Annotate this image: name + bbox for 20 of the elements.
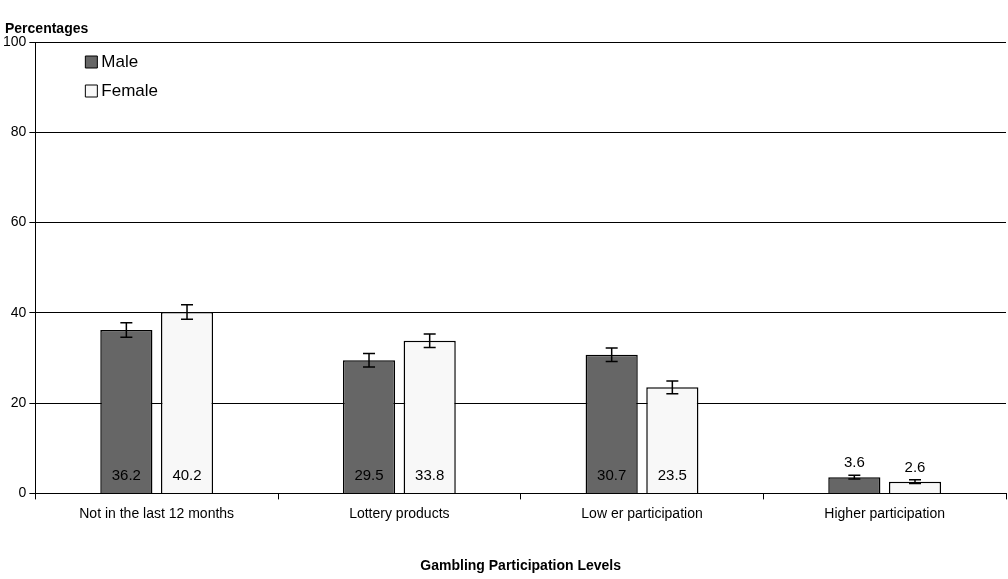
x-tick-label: Higher participation <box>824 504 945 521</box>
y-tick-label: 60 <box>10 213 27 230</box>
y-tick-label: 0 <box>18 484 27 501</box>
data-label: 2.6 <box>904 458 926 475</box>
data-label: 30.7 <box>597 465 627 483</box>
data-label: 23.5 <box>657 465 687 483</box>
legend-label: Male <box>101 51 139 71</box>
data-label: 29.5 <box>354 465 384 483</box>
y-tick-label: 20 <box>10 393 27 410</box>
data-label: 33.8 <box>415 465 445 483</box>
y-tick-label: 40 <box>10 303 27 320</box>
y-tick-label: 80 <box>10 123 27 140</box>
data-label: 36.2 <box>111 465 141 483</box>
data-label: 40.2 <box>172 465 202 483</box>
x-axis-title: Gambling Participation Levels <box>420 557 622 574</box>
x-tick-label: Lottery products <box>349 504 450 521</box>
data-label: 3.6 <box>843 453 865 471</box>
x-tick-label: Low er participation <box>581 504 703 521</box>
legend-label: Female <box>101 80 159 100</box>
x-tick-label: Not in the last 12 months <box>79 504 235 521</box>
